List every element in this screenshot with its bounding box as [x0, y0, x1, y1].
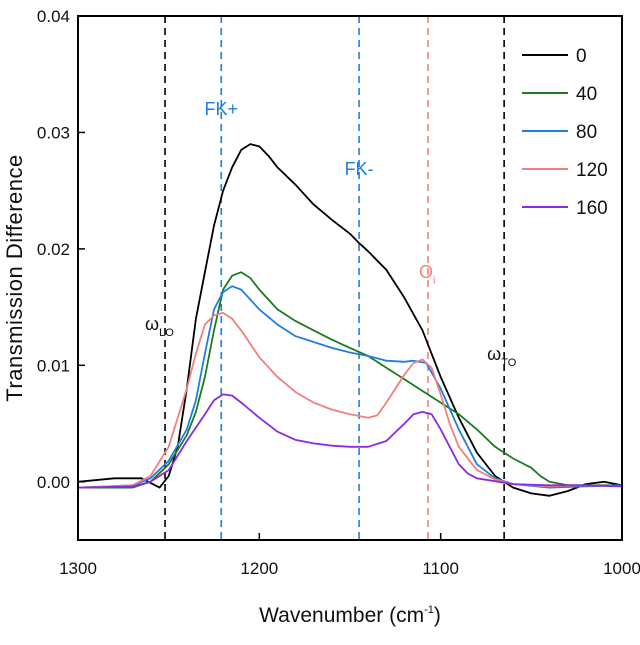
- series-line: [77, 393, 623, 489]
- x-axis-title-main: Wavenumber (cm: [259, 604, 424, 627]
- x-tick-label: 1100: [422, 559, 459, 578]
- reference-line-label: ωLO: [145, 314, 174, 339]
- reference-line-label: FK-: [345, 159, 374, 179]
- series-lines: [77, 143, 623, 497]
- y-tick-label: 0.00: [37, 473, 70, 492]
- annotations: ωLO FK+ FK- Oi ωTO: [145, 99, 517, 369]
- series-line: [77, 285, 623, 489]
- y-tick-label: 0.03: [37, 123, 70, 142]
- legend-label: 160: [576, 198, 608, 219]
- legend-label: 80: [576, 122, 597, 143]
- x-axis-title: Wavenumber (cm-1): [259, 604, 441, 627]
- y-tick-label: 0.04: [37, 7, 70, 26]
- x-tick-label: 1300: [59, 559, 97, 578]
- legend-label: 40: [576, 84, 597, 105]
- series-line: [77, 312, 623, 489]
- series-line: [78, 271, 622, 489]
- legend-label: 120: [576, 160, 608, 181]
- x-axis-title-sup: -1: [424, 604, 434, 616]
- reference-line-label: ωTO: [487, 344, 517, 369]
- x-axis-title-tail: ): [434, 604, 441, 627]
- y-axis-title: Transmission Difference: [2, 154, 27, 401]
- reference-line-label: Oi: [419, 262, 435, 287]
- reference-line-label: FK+: [204, 99, 238, 119]
- legend-label: 0: [576, 46, 587, 67]
- reference-lines: [164, 16, 505, 540]
- x-tick-label: 1000: [603, 559, 640, 578]
- y-tick-label: 0.02: [37, 240, 70, 259]
- series-line: [77, 143, 623, 497]
- x-tick-label: 1200: [240, 559, 278, 578]
- legend: 0 40 80 120 160: [522, 46, 608, 219]
- y-tick-label: 0.01: [37, 356, 70, 375]
- plot-frame: [77, 15, 623, 541]
